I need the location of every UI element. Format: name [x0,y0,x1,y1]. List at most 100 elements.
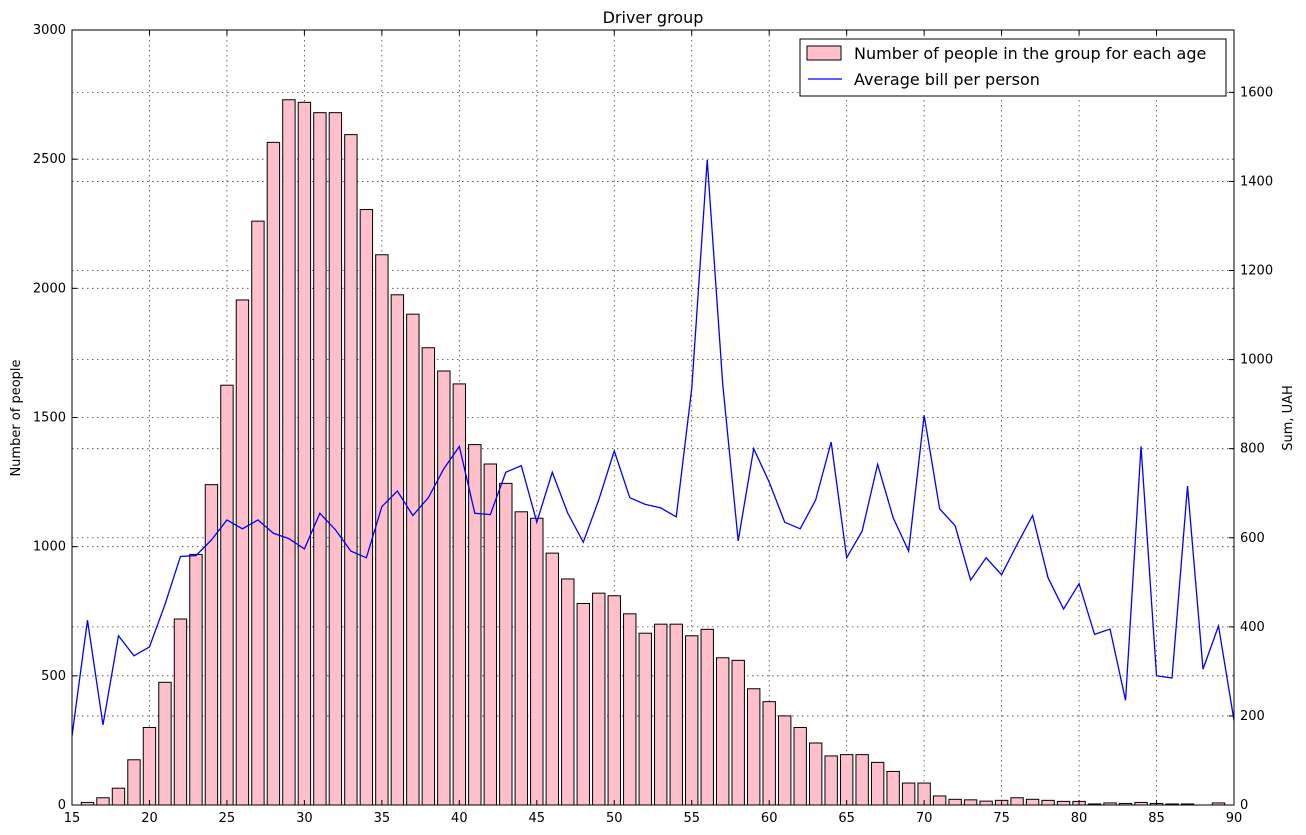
x-tick-label: 50 [606,811,623,826]
legend-bar-swatch [806,45,842,61]
x-tick-label: 45 [529,811,546,826]
bar-age-59 [747,688,761,806]
bar-age-43 [499,482,513,806]
y-tick-label: 0 [58,798,66,813]
bar-age-34 [359,209,374,806]
bar-age-58 [731,659,745,806]
average-bill-line [71,160,1235,737]
y2-tick-label: 600 [1240,531,1265,546]
bar-age-62 [793,727,807,806]
bar-age-77 [1025,798,1040,806]
bar-age-22 [173,618,188,806]
bar-age-20 [142,727,157,806]
bar-age-17 [96,797,110,806]
bar-age-28 [266,141,281,806]
y2-tick-label: 1400 [1240,174,1273,189]
bar-age-55 [685,635,699,806]
legend: Number of people in the group for each a… [799,38,1227,97]
x-tick-label: 65 [838,811,855,826]
bar-age-52 [638,632,652,806]
x-tick-label: 60 [761,811,778,826]
x-tick-label: 35 [374,811,391,826]
line-series [71,160,1235,737]
bar-age-54 [669,623,683,806]
y-tick-label: 2500 [33,152,66,167]
y2-tick-label: 0 [1240,798,1248,813]
y-axis-tick-labels: 0 500 1000 1500 2000 2500 3000 [33,23,66,813]
y2-tick-label: 200 [1240,709,1265,724]
legend-line-label: Average bill per person [854,70,1040,89]
bar-age-68 [886,770,900,806]
x-tick-label: 90 [1226,811,1243,826]
bar-age-79 [1056,800,1071,806]
bar-age-71 [932,795,947,806]
bar-age-29 [282,99,296,806]
bar-series [80,99,1226,806]
axis-ticks [71,29,1235,806]
y-axis-label: Number of people [9,359,24,476]
bar-age-25 [220,384,234,806]
bar-age-33 [344,134,358,806]
bar-age-36 [390,294,405,806]
y-tick-label: 2000 [33,281,66,296]
y-tick-label: 1000 [33,540,66,555]
bar-age-44 [514,511,529,806]
bar-age-72 [948,798,962,806]
bar-age-53 [654,623,668,806]
y-tick-label: 500 [41,669,66,684]
x-axis-tick-labels: 15 20 25 30 35 40 45 50 55 60 65 70 75 80 85 90 [64,811,1243,826]
bar-age-23 [189,553,203,806]
x-tick-label: 85 [1148,811,1165,826]
bar-age-37 [406,313,420,806]
y2-tick-label: 1600 [1240,85,1273,100]
x-tick-label: 30 [296,811,313,826]
bar-age-21 [158,681,172,806]
y-tick-label: 3000 [33,23,66,38]
bar-age-41 [468,444,482,806]
y-tick-label: 1500 [33,411,66,426]
bar-age-61 [777,715,792,806]
bar-age-73 [963,799,978,806]
bar-age-27 [251,220,265,806]
x-tick-label: 15 [64,811,81,826]
y2-tick-label: 1000 [1240,353,1273,368]
chart-title: Driver group [603,8,704,27]
x-tick-label: 20 [141,811,158,826]
x-tick-label: 80 [1071,811,1088,826]
bar-age-49 [592,592,606,806]
bar-age-39 [437,370,451,806]
bar-age-31 [313,112,327,806]
x-tick-label: 75 [993,811,1010,826]
x-tick-label: 70 [916,811,933,826]
bar-age-30 [297,101,312,806]
bar-age-48 [576,603,590,806]
y2-tick-label: 800 [1240,442,1265,457]
bar-age-51 [623,613,637,806]
bar-age-74 [979,800,993,806]
x-tick-label: 25 [219,811,236,826]
y2-axis-tick-labels: 0 200 400 600 800 1000 1200 1400 1600 [1240,85,1273,813]
bar-age-50 [607,595,621,806]
bar-age-60 [762,701,776,806]
bar-age-26 [235,299,250,806]
bar-age-32 [328,112,343,806]
bar-age-66 [855,754,869,806]
bar-age-19 [127,759,141,806]
bar-age-56 [700,628,714,806]
bar-age-64 [824,755,838,806]
bar-age-57 [716,657,730,806]
bar-age-18 [111,787,126,806]
bar-age-38 [421,347,436,806]
bar-age-76 [1010,797,1024,806]
x-tick-label: 40 [451,811,468,826]
bar-age-69 [901,782,916,806]
bar-age-47 [561,578,575,806]
bar-age-78 [1041,799,1055,806]
y2-tick-label: 400 [1240,620,1265,635]
bar-age-63 [808,742,823,806]
legend-box [799,38,1227,97]
y2-tick-label: 1200 [1240,264,1273,279]
y2-axis-label: Sum, UAH [1281,385,1296,451]
x-tick-label: 55 [683,811,700,826]
bar-age-24 [204,484,219,806]
